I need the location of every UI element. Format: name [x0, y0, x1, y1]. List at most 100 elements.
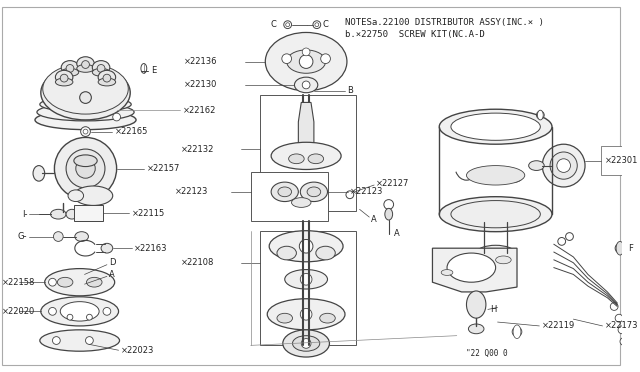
Text: ×22158: ×22158	[2, 278, 35, 287]
Circle shape	[301, 339, 311, 348]
Text: ×22132: ×22132	[180, 145, 214, 154]
Circle shape	[618, 326, 626, 334]
Ellipse shape	[439, 109, 552, 144]
Ellipse shape	[307, 187, 321, 197]
Text: I-: I-	[22, 210, 28, 219]
Circle shape	[54, 137, 116, 200]
Circle shape	[284, 21, 292, 29]
Circle shape	[321, 54, 330, 64]
Ellipse shape	[616, 241, 624, 255]
Ellipse shape	[300, 182, 328, 202]
Ellipse shape	[271, 182, 298, 202]
Ellipse shape	[268, 299, 345, 330]
Circle shape	[83, 129, 88, 134]
Circle shape	[86, 337, 93, 344]
Text: C: C	[270, 20, 276, 29]
Circle shape	[302, 81, 310, 89]
Circle shape	[49, 308, 56, 315]
Circle shape	[282, 54, 292, 64]
Ellipse shape	[447, 253, 495, 282]
Ellipse shape	[45, 269, 115, 296]
Ellipse shape	[77, 64, 94, 72]
Ellipse shape	[35, 110, 136, 129]
Text: ×22173: ×22173	[604, 321, 638, 330]
Circle shape	[80, 92, 92, 103]
Circle shape	[60, 74, 68, 82]
Ellipse shape	[271, 142, 341, 170]
Circle shape	[302, 48, 310, 56]
Text: ×22023: ×22023	[120, 346, 154, 355]
Circle shape	[346, 191, 354, 199]
Circle shape	[67, 314, 73, 320]
Ellipse shape	[292, 198, 311, 207]
Polygon shape	[433, 248, 517, 292]
Circle shape	[300, 240, 313, 253]
Circle shape	[611, 302, 618, 310]
Circle shape	[315, 23, 319, 27]
Ellipse shape	[58, 278, 73, 287]
Ellipse shape	[451, 113, 540, 140]
Ellipse shape	[283, 330, 330, 357]
Text: G-: G-	[18, 232, 28, 241]
Ellipse shape	[37, 103, 134, 121]
Ellipse shape	[66, 209, 77, 219]
Ellipse shape	[320, 313, 335, 323]
Ellipse shape	[385, 208, 392, 220]
Ellipse shape	[92, 61, 110, 74]
Text: ×22301: ×22301	[604, 156, 638, 165]
Ellipse shape	[292, 336, 320, 351]
Text: D: D	[109, 258, 115, 267]
Ellipse shape	[33, 166, 45, 181]
Circle shape	[81, 127, 90, 137]
Ellipse shape	[74, 155, 97, 167]
Text: ×22123: ×22123	[175, 187, 208, 196]
Circle shape	[620, 338, 628, 345]
Circle shape	[113, 113, 120, 121]
Text: ×22162: ×22162	[182, 106, 216, 115]
Bar	[251, 172, 328, 221]
Ellipse shape	[40, 97, 131, 112]
Circle shape	[550, 152, 577, 179]
Circle shape	[542, 144, 585, 187]
Ellipse shape	[513, 325, 521, 339]
Circle shape	[76, 159, 95, 178]
Text: B: B	[347, 86, 353, 95]
Circle shape	[300, 273, 312, 285]
Text: b.×22750  SCREW KIT(NC.A-D: b.×22750 SCREW KIT(NC.A-D	[345, 30, 484, 39]
Text: ×22127: ×22127	[376, 179, 410, 187]
Ellipse shape	[441, 270, 453, 275]
Ellipse shape	[98, 70, 116, 84]
Ellipse shape	[41, 65, 130, 120]
Bar	[260, 94, 356, 211]
Ellipse shape	[68, 190, 84, 202]
Ellipse shape	[86, 278, 102, 287]
Ellipse shape	[61, 61, 79, 74]
Ellipse shape	[141, 64, 147, 73]
Text: ×22136: ×22136	[184, 57, 218, 66]
Ellipse shape	[77, 57, 94, 70]
Ellipse shape	[529, 161, 544, 170]
Text: A: A	[371, 215, 377, 224]
Circle shape	[86, 314, 92, 320]
Ellipse shape	[51, 209, 66, 219]
Bar	[74, 205, 103, 221]
Ellipse shape	[495, 256, 511, 264]
Text: H: H	[490, 305, 496, 314]
Polygon shape	[298, 102, 314, 149]
Ellipse shape	[98, 78, 116, 86]
Circle shape	[512, 327, 522, 337]
Ellipse shape	[278, 187, 292, 197]
Circle shape	[300, 308, 312, 320]
Ellipse shape	[43, 64, 128, 114]
Circle shape	[66, 149, 105, 188]
Text: ×22020: ×22020	[2, 307, 35, 316]
Bar	[600, 146, 640, 175]
Circle shape	[557, 159, 570, 172]
Text: A: A	[394, 229, 399, 238]
Text: F: F	[628, 244, 633, 253]
Ellipse shape	[40, 330, 120, 351]
Text: ×22115: ×22115	[132, 209, 165, 218]
Text: ×22165: ×22165	[115, 127, 148, 136]
Text: ×22130: ×22130	[184, 80, 218, 89]
Ellipse shape	[101, 243, 113, 253]
